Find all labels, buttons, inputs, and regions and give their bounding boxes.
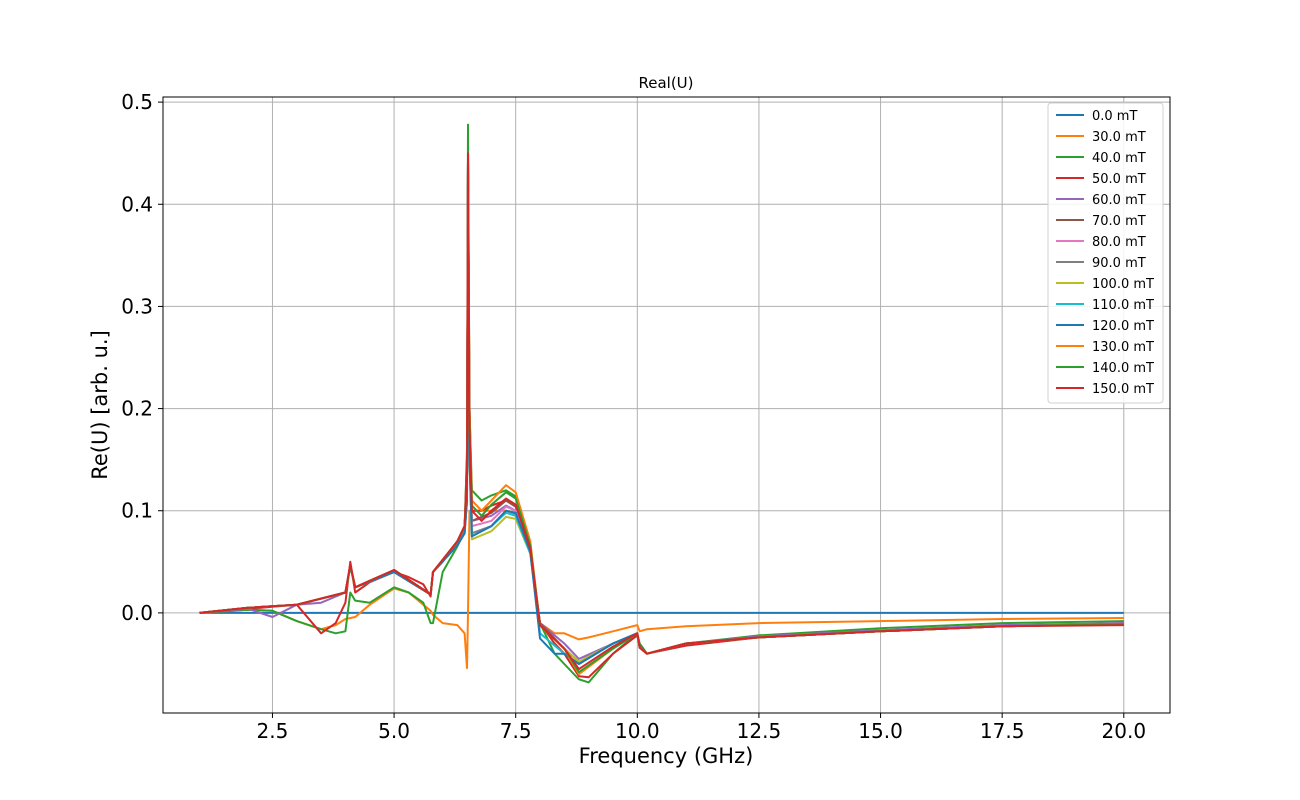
series-line-7 [199, 162, 1124, 663]
legend-entry: 40.0 mT [1092, 151, 1146, 166]
series-line-5 [199, 162, 1124, 660]
y-axis: 0.0 0.1 0.2 0.3 0.4 0.5 [121, 90, 163, 625]
series-line-11 [199, 162, 1124, 665]
x-tick-label: 7.5 [500, 719, 532, 743]
grid [163, 97, 1170, 713]
legend-entry: 50.0 mT [1092, 172, 1146, 187]
x-tick-label: 2.5 [257, 719, 289, 743]
x-tick-label: 10.0 [615, 719, 660, 743]
series-line-10 [199, 162, 1124, 665]
x-tick-label: 17.5 [980, 719, 1025, 743]
series-line-3 [199, 123, 1124, 684]
legend-entry: 0.0 mT [1092, 109, 1137, 124]
legend-entry: 30.0 mT [1092, 130, 1146, 145]
legend-entry: 90.0 mT [1092, 256, 1146, 271]
legend-box [1047, 102, 1164, 404]
y-tick-label: 0.5 [121, 90, 153, 114]
y-tick-label: 0.0 [121, 601, 153, 625]
series-line-4 [199, 152, 1124, 679]
y-tick-label: 0.2 [121, 397, 153, 421]
legend-entry: 70.0 mT [1092, 214, 1146, 229]
series-line-2 [199, 509, 1124, 670]
y-axis-label: Re(U) [arb. u.] [88, 330, 112, 480]
y-tick-label: 0.3 [121, 294, 153, 318]
legend-entry: 100.0 mT [1092, 277, 1154, 292]
x-tick-label: 12.5 [737, 719, 782, 743]
legend: 0.0 mT 30.0 mT 40.0 mT 50.0 mT 60.0 mT 70.0 m… [1047, 102, 1164, 404]
legend-entry: 150.0 mT [1092, 382, 1154, 397]
x-tick-label: 5.0 [378, 719, 410, 743]
legend-entry: 120.0 mT [1092, 319, 1154, 334]
series-line-9 [199, 162, 1124, 663]
series-layer [199, 123, 1124, 684]
y-tick-label: 0.4 [121, 192, 153, 216]
x-axis-label: Frequency (GHz) [579, 744, 754, 768]
legend-entry: 80.0 mT [1092, 235, 1146, 250]
y-tick-label: 0.1 [121, 499, 153, 523]
x-tick-label: 15.0 [858, 719, 903, 743]
x-axis: 2.5 5.0 7.5 10.0 12.5 15.0 17.5 20.0 [257, 713, 1147, 743]
legend-entry: 140.0 mT [1092, 361, 1154, 376]
plot-frame [162, 96, 1171, 714]
series-line-8 [199, 162, 1124, 663]
x-tick-label: 20.0 [1102, 719, 1147, 743]
series-line-12 [199, 162, 1124, 676]
series-line-14 [199, 157, 1124, 671]
chart-title: Real(U) [638, 74, 693, 92]
legend-entry: 60.0 mT [1092, 193, 1146, 208]
legend-entry: 110.0 mT [1092, 298, 1154, 313]
series-line-6 [199, 162, 1124, 663]
legend-entry: 130.0 mT [1092, 340, 1154, 355]
